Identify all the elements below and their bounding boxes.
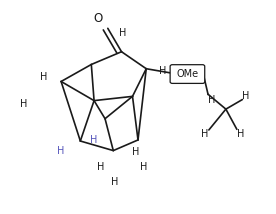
- Text: OMe: OMe: [176, 69, 198, 79]
- Text: O: O: [94, 12, 103, 25]
- Text: H: H: [57, 146, 65, 156]
- Text: H: H: [208, 95, 216, 105]
- Text: H: H: [159, 66, 166, 76]
- Text: H: H: [237, 129, 244, 139]
- Text: H: H: [132, 147, 139, 157]
- Text: H: H: [201, 129, 208, 139]
- Text: H: H: [140, 162, 147, 172]
- Text: H: H: [97, 162, 105, 172]
- Text: H: H: [119, 28, 127, 38]
- FancyBboxPatch shape: [170, 65, 205, 83]
- Text: H: H: [111, 177, 118, 187]
- Text: H: H: [20, 99, 28, 109]
- Text: H: H: [39, 72, 47, 82]
- Text: H: H: [242, 91, 250, 101]
- Text: H: H: [90, 135, 98, 145]
